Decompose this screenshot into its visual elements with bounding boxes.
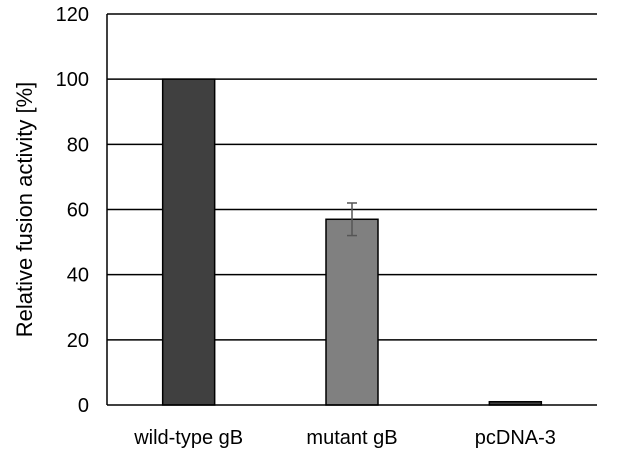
y-tick-label: 40 xyxy=(67,265,89,287)
x-tick-label: pcDNA-3 xyxy=(475,427,556,449)
y-tick-label: 100 xyxy=(56,69,89,91)
x-tick-label: mutant gB xyxy=(306,427,397,449)
bars xyxy=(161,78,543,406)
y-tick-label: 60 xyxy=(67,200,89,222)
error-bar xyxy=(347,202,357,237)
y-tick-label: 0 xyxy=(78,395,89,417)
y-axis-title: Relative fusion activity [%] xyxy=(12,82,37,338)
y-tick-label: 80 xyxy=(67,134,89,156)
x-tick-label: wild-type gB xyxy=(133,427,243,449)
axes xyxy=(106,14,597,406)
bar xyxy=(325,218,379,406)
y-tick-label: 20 xyxy=(67,330,89,352)
bar xyxy=(161,78,216,406)
labels: 0 20 40 60 80 100 120 wild-type gB mutant gB pcDN… xyxy=(56,4,556,449)
y-tick-label: 120 xyxy=(56,4,89,26)
